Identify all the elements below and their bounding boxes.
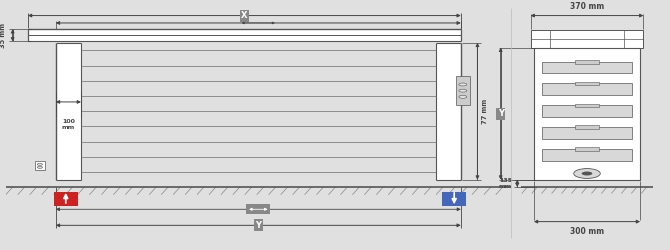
Circle shape (38, 164, 42, 165)
Circle shape (574, 168, 600, 178)
Bar (575, 82, 599, 85)
Bar (534, 48, 640, 180)
Bar (542, 127, 632, 139)
Text: Y: Y (255, 221, 261, 230)
Text: 135
mm: 135 mm (498, 178, 512, 189)
Text: X: X (241, 11, 248, 20)
Text: 100
mm: 100 mm (62, 119, 75, 130)
Text: Y: Y (498, 109, 504, 118)
Circle shape (582, 172, 592, 175)
Circle shape (459, 89, 467, 92)
Bar (442, 192, 466, 205)
Bar (542, 84, 632, 95)
Bar (456, 76, 470, 106)
Bar (436, 43, 461, 180)
Bar (247, 204, 270, 214)
Bar (575, 104, 599, 107)
Bar (575, 147, 599, 151)
Text: 370 mm: 370 mm (570, 2, 604, 11)
Bar (531, 30, 643, 48)
Bar (28, 29, 461, 42)
Bar (542, 105, 632, 117)
Bar (35, 161, 45, 170)
Bar (575, 60, 599, 64)
Text: 300 mm: 300 mm (570, 226, 604, 235)
Bar (542, 62, 632, 74)
Bar (54, 192, 78, 205)
Bar (542, 149, 632, 160)
Text: 77 mm: 77 mm (482, 98, 488, 124)
Text: 35 mm: 35 mm (0, 23, 6, 48)
Circle shape (38, 166, 42, 168)
Bar (575, 126, 599, 129)
Bar (56, 43, 81, 180)
Circle shape (459, 83, 467, 86)
Circle shape (459, 95, 467, 98)
